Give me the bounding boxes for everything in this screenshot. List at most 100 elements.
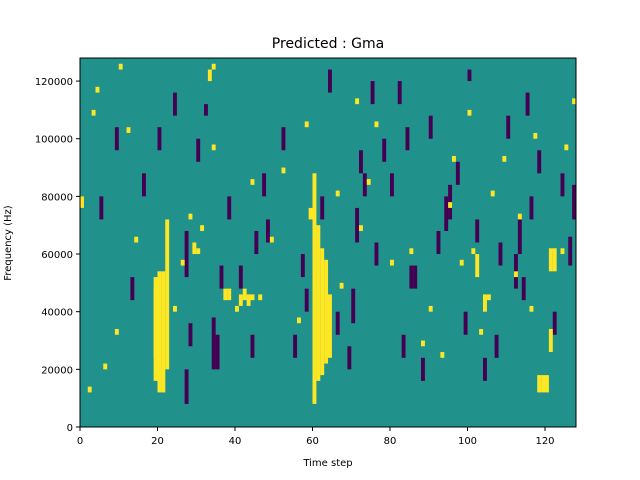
heatmap-cell-low — [521, 277, 526, 301]
heatmap-cell-high — [328, 294, 332, 358]
heatmap-cell-low — [320, 196, 325, 220]
heatmap-cell-low — [157, 127, 162, 151]
chart-title: Predicted : Gma — [272, 36, 384, 52]
heatmap-cell-high — [223, 288, 228, 301]
heatmap-cell-low — [455, 161, 460, 185]
heatmap-cell-low — [463, 311, 468, 335]
heatmap-cell-low — [428, 115, 433, 139]
heatmap-cell-high — [87, 386, 92, 393]
heatmap-cell-high — [250, 294, 255, 301]
heatmap-cell-low — [266, 219, 270, 243]
heatmap-cell-low — [498, 242, 503, 266]
y-tick-label: 80000 — [41, 192, 73, 203]
heatmap-cell-high — [409, 248, 414, 255]
x-tick-label: 40 — [229, 436, 242, 447]
heatmap-cell-high — [250, 179, 255, 185]
heatmap-cell-high — [211, 144, 216, 151]
heatmap-cell-high — [304, 121, 309, 128]
heatmap-cell-low — [335, 311, 340, 335]
x-axis: 0 20 40 60 80 100 120 — [77, 427, 555, 447]
heatmap-cell-high — [366, 179, 371, 185]
heatmap-cell-low — [467, 69, 472, 82]
heatmap-cell-low — [560, 173, 565, 197]
heatmap-cell-low — [475, 219, 480, 243]
y-tick-label: 20000 — [41, 365, 73, 376]
heatmap-cell-low — [421, 357, 425, 381]
heatmap-cell-low — [517, 219, 522, 255]
heatmap-cell-high — [475, 254, 480, 278]
y-axis-label: Frequency (Hz) — [3, 205, 14, 281]
heatmap-cell-high — [157, 271, 162, 393]
heatmap-cell-high — [514, 271, 518, 278]
heatmap-cell-high — [486, 294, 491, 301]
heatmap-cell-low — [300, 254, 305, 278]
heatmap-cell-high — [452, 156, 456, 162]
heatmap-cell-high — [517, 213, 522, 220]
heatmap-cell-high — [192, 242, 197, 255]
heatmap-cell-low — [254, 230, 259, 255]
x-tick-label: 20 — [151, 436, 164, 447]
heatmap-cell-high — [421, 340, 425, 347]
heatmap-cell-high — [541, 375, 546, 393]
heatmap-cell-high — [529, 305, 534, 312]
heatmap-cell-high — [308, 207, 313, 220]
heatmap-cell-low — [444, 196, 449, 231]
heatmap-cell-high — [548, 328, 553, 353]
heatmap-cell-low — [293, 334, 298, 358]
heatmap-cell-low — [537, 150, 542, 174]
heatmap-cell-high — [227, 288, 232, 301]
heatmap-cell-low — [362, 173, 367, 197]
heatmap-cell-low — [568, 236, 573, 266]
heatmap-cell-low — [405, 127, 410, 151]
heatmap-cell-low — [99, 196, 104, 220]
heatmap-cell-high — [173, 305, 177, 312]
heatmap-cell-high — [180, 259, 185, 266]
heatmap-cell-low — [262, 173, 267, 197]
heatmap-cell-low — [196, 138, 201, 162]
heatmap-cell-high — [459, 259, 464, 266]
heatmap-cell-high — [552, 248, 557, 272]
x-tick-label: 80 — [384, 436, 397, 447]
heatmap-cell-high — [324, 259, 329, 364]
heatmap-cell-low — [397, 81, 402, 105]
heatmap-cell-high — [502, 156, 507, 162]
heatmap-cell-low — [215, 334, 220, 370]
heatmap-cell-low — [328, 69, 332, 93]
heatmap-cell-low — [494, 334, 499, 358]
heatmap-cell-high — [103, 363, 108, 370]
heatmap-cell-high — [390, 259, 394, 266]
heatmap-cell-low — [351, 288, 356, 324]
heatmap-cell-high — [134, 236, 139, 243]
heatmap-cell-low — [281, 127, 286, 151]
heatmap-cell-low — [382, 138, 387, 162]
x-tick-label: 0 — [77, 436, 83, 447]
x-axis-label: Time step — [302, 458, 352, 469]
heatmap-cell-high — [335, 190, 340, 197]
heatmap-cell-low — [184, 230, 189, 278]
heatmap-cell-low — [409, 265, 414, 289]
heatmap-cell-low — [572, 184, 577, 220]
heatmap-cell-high — [471, 248, 476, 255]
heatmap-cell-high — [153, 288, 158, 358]
y-tick-label: 120000 — [35, 77, 73, 88]
heatmap-cell-low — [355, 207, 360, 243]
heatmap-cell-high — [374, 121, 379, 128]
heatmap-cell-high — [312, 173, 317, 404]
heatmap-cell-low — [142, 173, 146, 197]
y-tick-label: 40000 — [41, 308, 73, 319]
heatmap-cell-high — [246, 294, 251, 306]
plot-frame — [79, 57, 577, 428]
heatmap-cell-low — [390, 173, 394, 197]
heatmap-cell-high — [572, 98, 577, 105]
heatmap-cell-low — [483, 357, 487, 381]
heatmap-cell-low — [250, 334, 255, 358]
heatmap-cell-low — [525, 92, 530, 116]
heatmap-cell-high — [258, 294, 263, 301]
heatmap-cell-high — [200, 225, 205, 231]
heatmap-cell-low — [219, 265, 224, 289]
heatmap-cell-high — [316, 225, 321, 381]
heatmap-cell-high — [235, 305, 239, 312]
x-tick-label: 120 — [535, 436, 554, 447]
y-tick-label: 100000 — [35, 135, 73, 146]
